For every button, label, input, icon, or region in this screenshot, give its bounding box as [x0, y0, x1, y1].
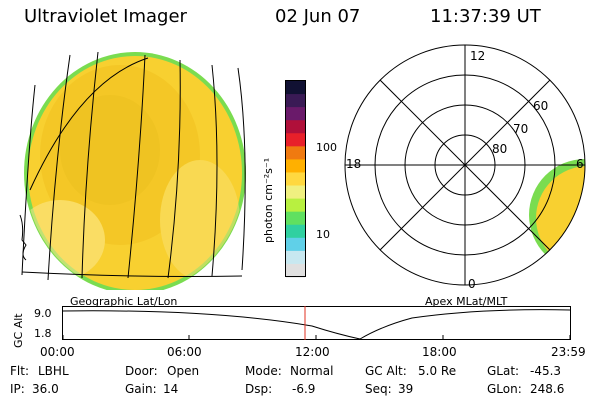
- lat-lon-grid: [21, 51, 246, 281]
- colorbar-unit-label: photon cm⁻²s⁻¹: [262, 157, 275, 243]
- gain-key: Gain:: [125, 382, 157, 396]
- colorbar-swatch: [286, 146, 305, 160]
- glat-value: -45.3: [530, 364, 562, 378]
- coastline: [19, 214, 27, 261]
- colorbar-swatch: [286, 81, 305, 95]
- colorbar: [285, 80, 306, 278]
- ip-value: 36.0: [32, 382, 59, 396]
- xtick-1200: 12:00: [295, 345, 330, 359]
- altitude-ylabel: GC Alt: [12, 313, 25, 348]
- mlat-label-70: 70: [513, 122, 528, 136]
- flt-value: LBHL: [38, 364, 69, 378]
- mlt-label-0: 0: [468, 277, 476, 290]
- polar-plot: 12 18 6 0 60 70 80: [344, 44, 586, 290]
- colorbar-swatch: [286, 224, 305, 239]
- altitude-ytick-max: 9.0: [34, 307, 52, 320]
- mode-key: Mode:: [245, 364, 282, 378]
- colorbar-swatch: [286, 263, 305, 278]
- colorbar-swatch: [286, 250, 305, 265]
- colorbar-tick-100: 100: [316, 141, 337, 154]
- door-key: Door:: [125, 364, 158, 378]
- xtick-0000: 00:00: [40, 345, 75, 359]
- mlat-label-60: 60: [533, 99, 548, 113]
- geographic-image-panel: [19, 51, 246, 290]
- glon-value: 248.6: [530, 382, 565, 396]
- seq-key: Seq:: [365, 382, 392, 396]
- ip-key: IP:: [10, 382, 25, 396]
- mlt-label-12: 12: [470, 49, 485, 63]
- date-label: 02 Jun 07: [275, 6, 361, 27]
- colorbar-swatch: [286, 198, 305, 213]
- flt-key: Flt:: [10, 364, 29, 378]
- gain-value: 14: [163, 382, 179, 396]
- colorbar-swatch: [286, 211, 305, 226]
- mlt-label-18: 18: [346, 157, 361, 171]
- xtick-0600: 06:00: [167, 345, 202, 359]
- colorbar-swatch: [286, 172, 305, 187]
- glat-key: GLat:: [487, 364, 520, 378]
- colorbar-swatch: [286, 107, 305, 121]
- time-label: 11:37:39 UT: [430, 6, 541, 27]
- altitude-ytick-min: 1.8: [34, 327, 52, 340]
- colorbar-swatch: [286, 94, 305, 108]
- altitude-curve: [62, 309, 571, 340]
- polar-grid: [344, 44, 586, 286]
- altitude-strip-chart: [62, 306, 571, 340]
- polar-caption: Apex MLat/MLT: [425, 295, 508, 308]
- colorbar-tick-10: 10: [316, 228, 330, 241]
- mlat-label-80: 80: [492, 142, 507, 156]
- xtick-2359: 23:59: [551, 345, 586, 359]
- mlt-label-6: 6: [576, 157, 584, 171]
- colorbar-swatch: [286, 120, 305, 134]
- mode-value: Normal: [290, 364, 334, 378]
- app-title: Ultraviolet Imager: [24, 6, 187, 27]
- xtick-1800: 18:00: [422, 345, 457, 359]
- dsp-value: -6.9: [292, 382, 316, 396]
- door-value: Open: [167, 364, 200, 378]
- gcalt-value: 5.0 Re: [418, 364, 457, 378]
- seq-value: 39: [398, 382, 414, 396]
- altitude-xticks: [62, 335, 571, 340]
- colorbar-swatch: [286, 133, 305, 147]
- glon-key: GLon:: [487, 382, 522, 396]
- gcalt-key: GC Alt:: [365, 364, 407, 378]
- colorbar-swatch: [286, 185, 305, 200]
- colorbar-swatch: [286, 159, 305, 173]
- dsp-key: Dsp:: [245, 382, 273, 396]
- geographic-caption: Geographic Lat/Lon: [70, 295, 178, 308]
- colorbar-swatch: [286, 237, 305, 252]
